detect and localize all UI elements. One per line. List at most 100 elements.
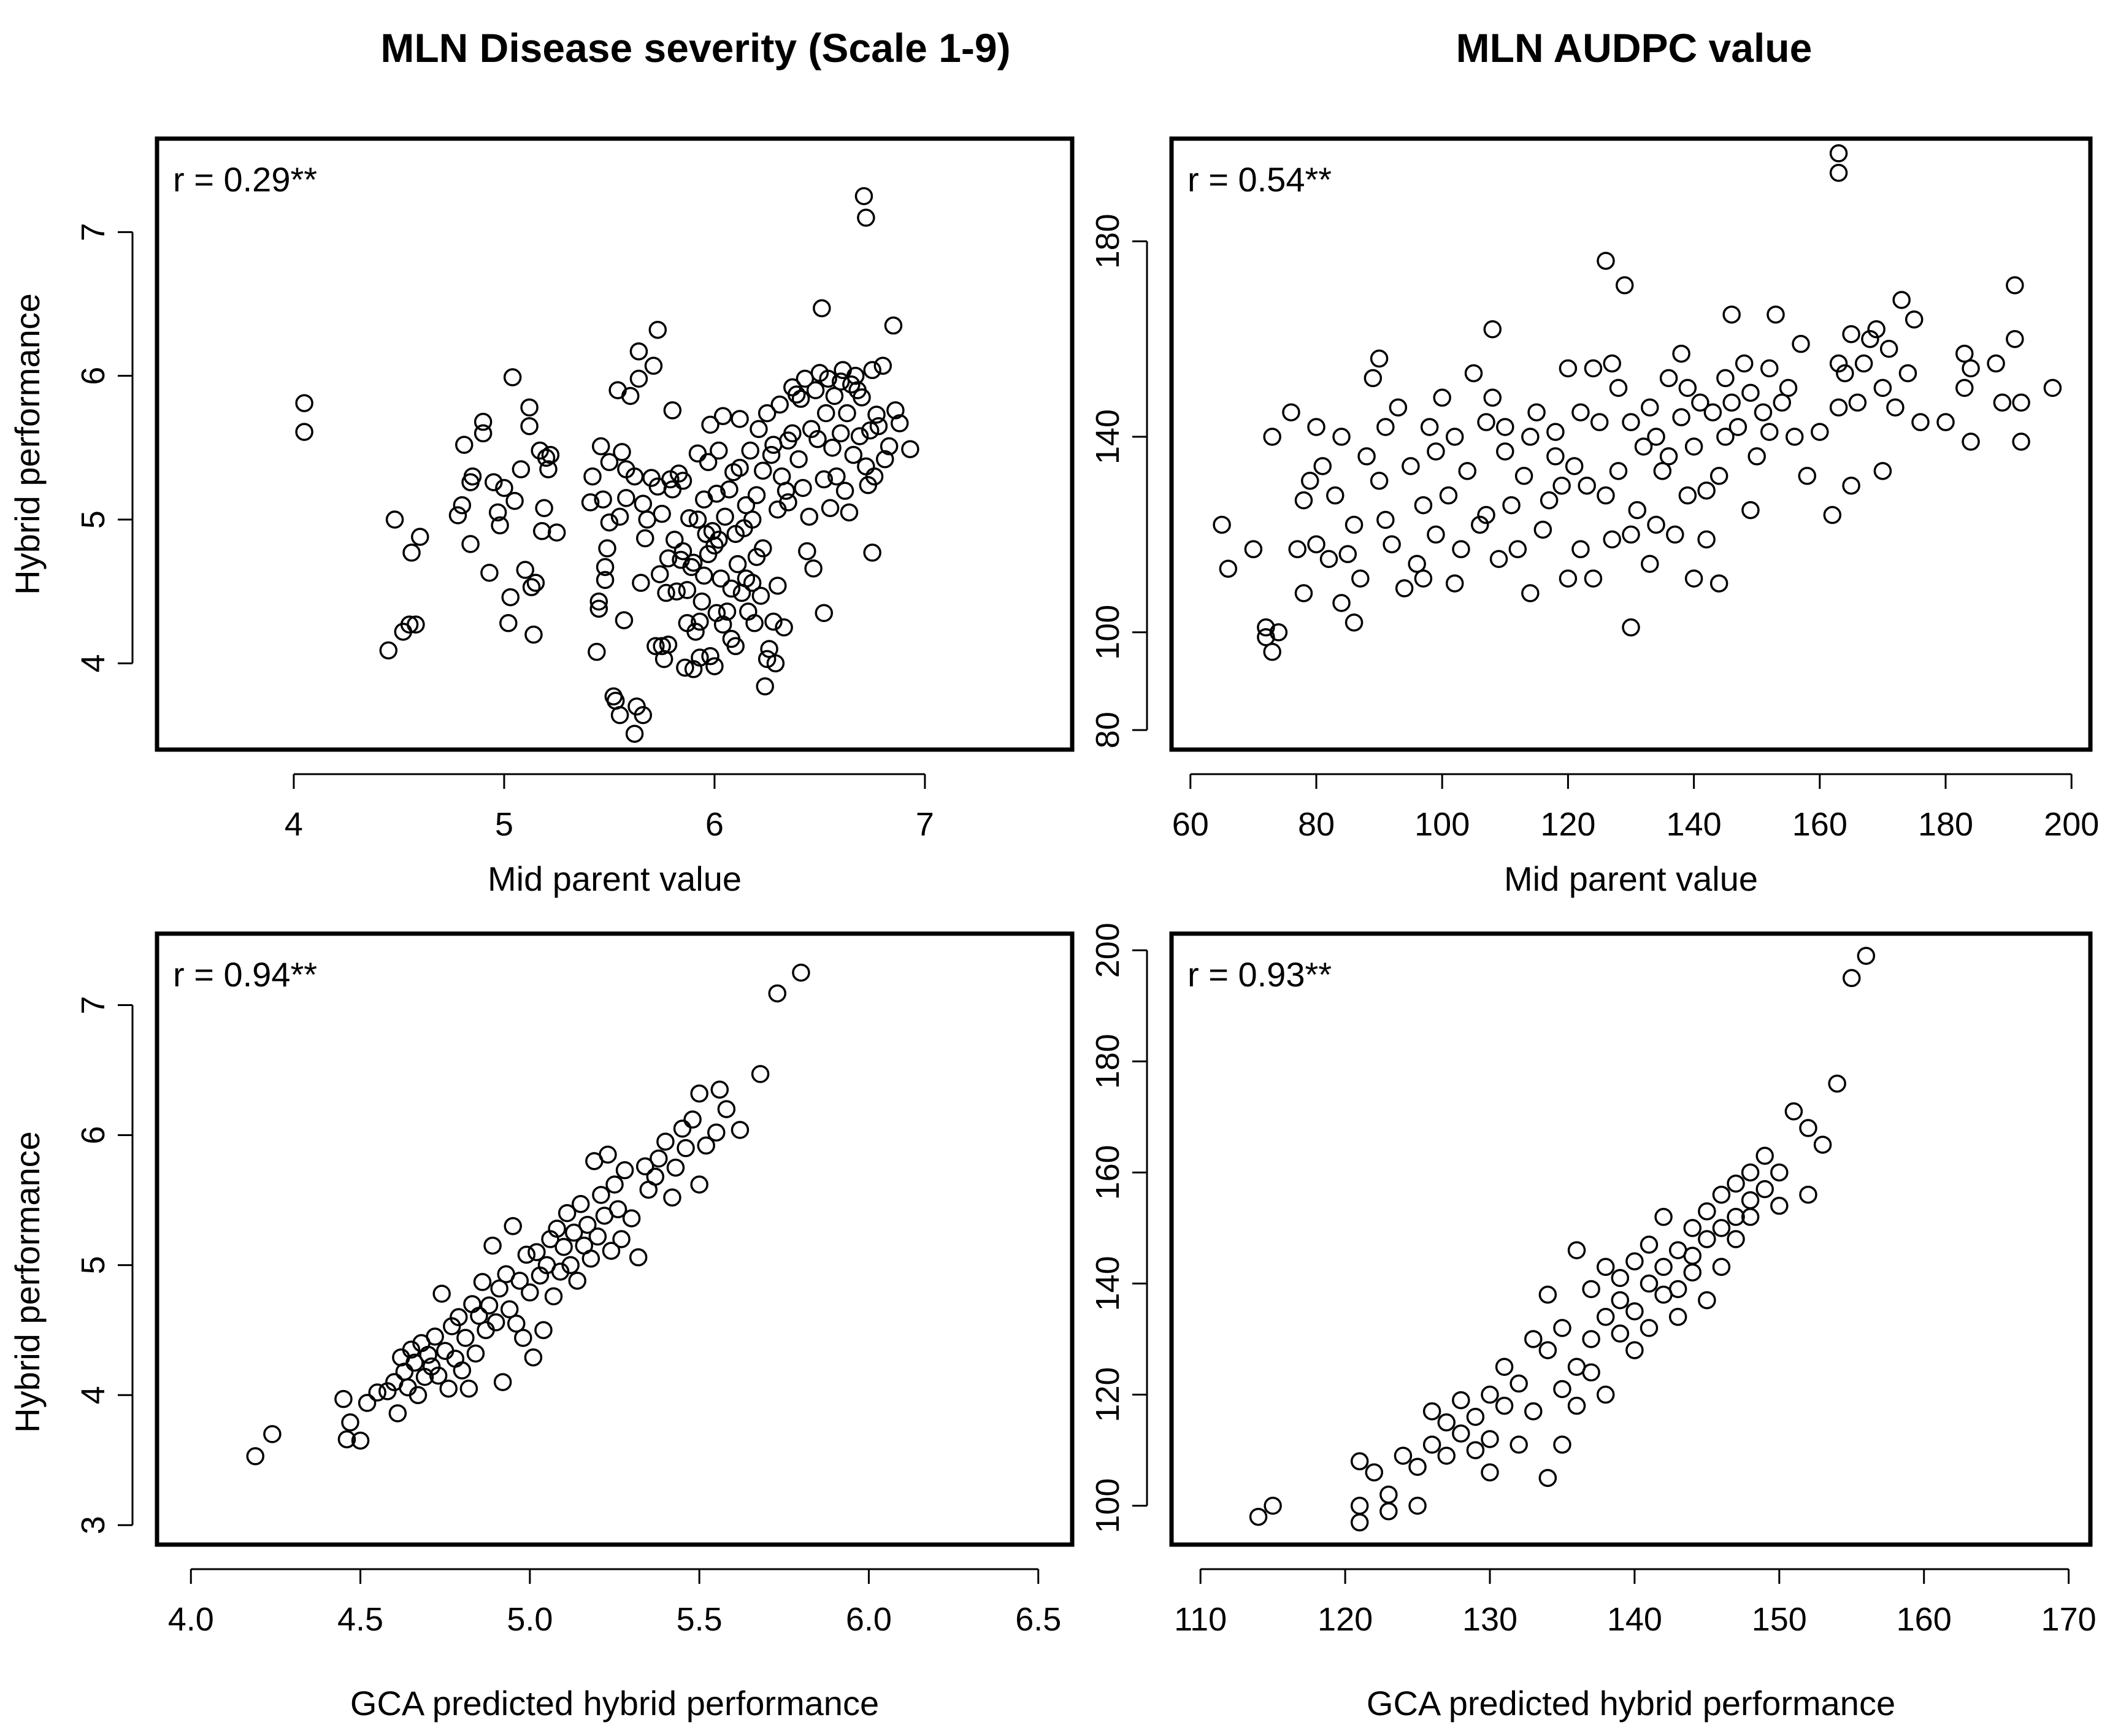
scatter-point <box>1319 550 1338 568</box>
scatter-point <box>779 493 797 512</box>
scatter-point <box>402 543 421 562</box>
scatter-point <box>1326 486 1345 505</box>
scatter-point <box>1698 1291 1716 1310</box>
scatter-point <box>865 467 884 486</box>
scatter-point <box>534 1321 553 1340</box>
scatter-point <box>1867 320 1886 339</box>
scatter-point <box>770 395 789 414</box>
scatter-point <box>450 1308 468 1326</box>
scatter-point <box>1668 1308 1687 1326</box>
scatter-point <box>578 1215 597 1234</box>
scatter-point <box>535 499 553 518</box>
scatter-point <box>2043 378 2062 398</box>
scatter-point <box>684 553 703 572</box>
scatter-point <box>500 1300 519 1319</box>
plot-frame <box>1169 931 2093 1547</box>
x-axis-label: GCA predicted hybrid performance <box>350 1684 879 1723</box>
scatter-point <box>646 637 665 656</box>
scatter-point <box>1823 505 1842 524</box>
scatter-point <box>1727 1174 1745 1193</box>
scatter-point <box>622 1209 641 1227</box>
scatter-point <box>1647 428 1665 446</box>
y-tick-label: 160 <box>1089 1145 1126 1200</box>
y-tick-label: 200 <box>1089 923 1126 978</box>
scatter-point <box>1578 476 1596 495</box>
scatter-point <box>745 614 764 632</box>
x-tick-label: 130 <box>1462 1601 1517 1638</box>
scatter-point <box>777 482 796 500</box>
scatter-point <box>1659 447 1678 466</box>
scatter-point <box>650 1149 668 1168</box>
scatter-point <box>762 445 781 464</box>
scatter-point <box>873 356 892 375</box>
scatter-point <box>610 507 629 526</box>
scatter-point <box>1524 1330 1543 1348</box>
scatter-point <box>831 424 850 443</box>
scatter-point <box>594 490 612 509</box>
scatter-point <box>629 1248 648 1267</box>
scatter-point <box>1376 418 1395 436</box>
scatter-point <box>1307 418 1325 436</box>
scatter-point <box>453 1361 472 1380</box>
scatter-point <box>1905 310 1924 329</box>
scatter-point <box>815 604 834 623</box>
scatter-point <box>295 394 313 412</box>
scatter-point <box>666 1158 685 1177</box>
scatter-point <box>1754 403 1773 421</box>
scatter-point <box>1483 388 1502 407</box>
scatter-point <box>1350 1452 1369 1470</box>
scatter-point <box>1879 339 1898 358</box>
scatter-point <box>1892 291 1911 309</box>
scatter-point <box>1857 947 1876 965</box>
scatter-point <box>501 588 520 607</box>
scatter-point <box>1672 344 1690 363</box>
scatter-point <box>1842 476 1860 495</box>
scatter-point <box>1727 1208 1745 1226</box>
scatter-point <box>539 460 558 478</box>
scatter-point <box>1659 369 1678 388</box>
scatter-point <box>1408 555 1426 573</box>
scatter-point <box>547 523 566 542</box>
scatter-point <box>1755 1146 1774 1165</box>
scatter-point <box>1582 1363 1600 1382</box>
scatter-point <box>581 1250 600 1268</box>
scatter-point <box>1582 1330 1600 1348</box>
scatter-point <box>1836 364 1854 383</box>
scatter-point <box>1307 535 1325 554</box>
scatter-point <box>463 1295 481 1313</box>
scatter-point <box>798 542 816 561</box>
scatter-point <box>400 615 419 634</box>
scatter-point <box>1703 403 1722 421</box>
scatter-point <box>666 531 684 549</box>
scatter-point <box>840 503 859 522</box>
scatter-point <box>1357 447 1376 466</box>
scatter-point <box>646 1167 665 1186</box>
scatter-point <box>1829 144 1848 163</box>
x-tick-label: 160 <box>1792 806 1847 843</box>
scatter-point <box>838 404 856 423</box>
scatter-point <box>599 1145 617 1164</box>
scatter-point <box>806 381 825 399</box>
scatter-point <box>1829 354 1848 373</box>
scatter-point <box>1611 1324 1630 1343</box>
x-axis-label: GCA predicted hybrid performance <box>1367 1684 1895 1723</box>
scatter-point <box>869 417 888 436</box>
scatter-point <box>741 441 759 460</box>
scatter-point <box>758 650 777 669</box>
scatter-point <box>1527 403 1546 421</box>
scatter-point <box>699 453 718 472</box>
scatter-point <box>1477 413 1495 431</box>
scatter-point <box>1571 540 1590 559</box>
scatter-point <box>1779 378 1798 398</box>
scatter-point <box>1414 569 1433 588</box>
scatter-point <box>1420 418 1439 436</box>
scatter-point <box>1389 398 1408 417</box>
scatter-point <box>1351 569 1370 588</box>
scatter-point <box>1987 354 2005 373</box>
scatter-point <box>775 618 793 637</box>
scatter-point <box>1773 393 1791 412</box>
x-tick-label: 180 <box>1918 806 1973 843</box>
scatter-point <box>613 443 631 461</box>
scatter-point <box>1538 1285 1557 1304</box>
scatter-point <box>705 536 724 555</box>
